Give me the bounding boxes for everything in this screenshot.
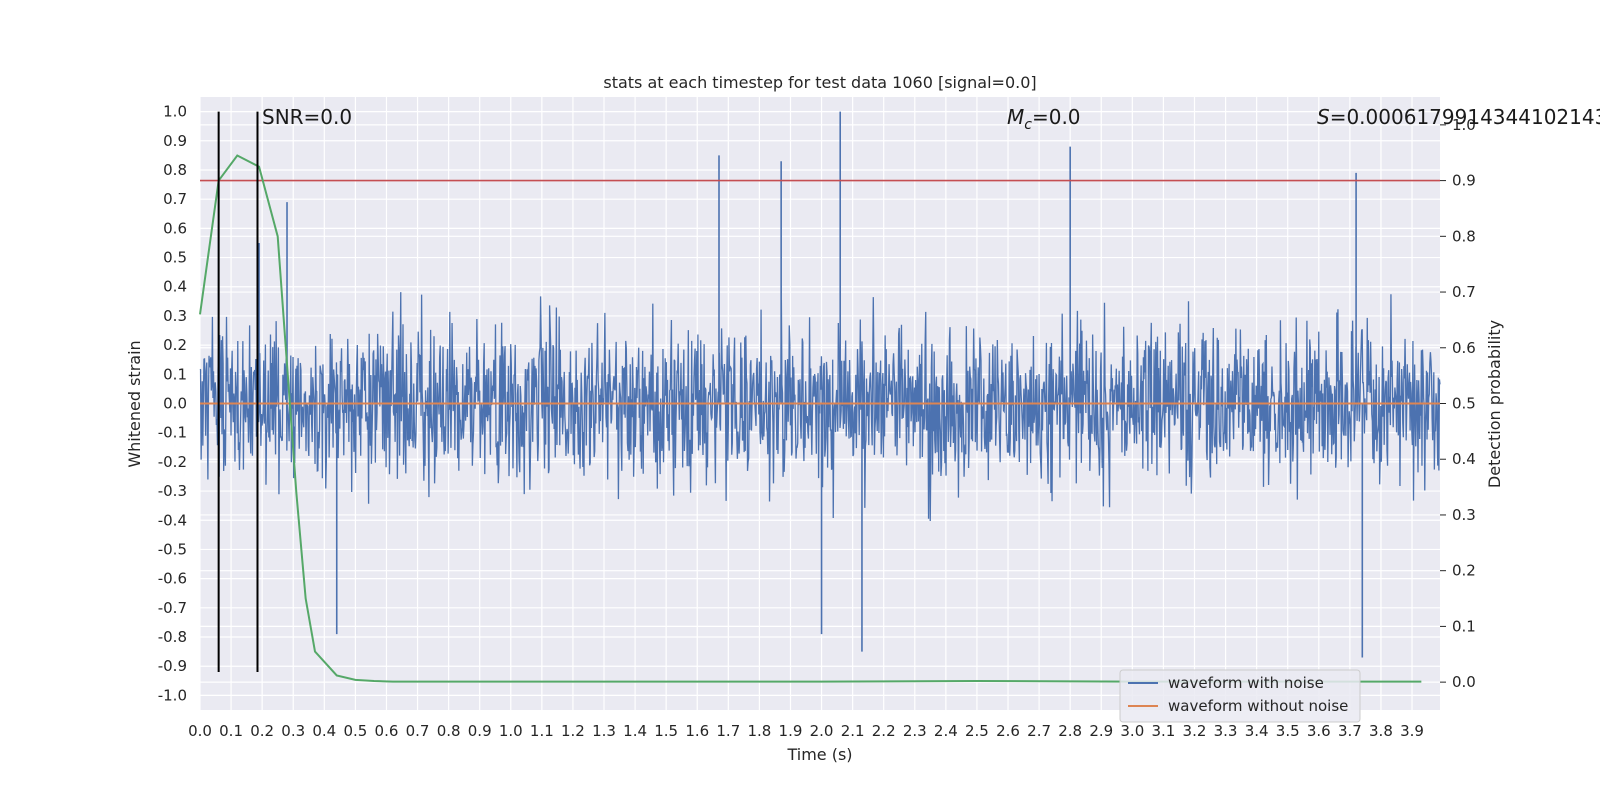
y-tick-label-6: 0.4	[163, 278, 187, 296]
y-tick-label-0: 1.0	[163, 103, 187, 121]
x-tick-label-9: 0.9	[468, 722, 492, 740]
series-detection-probability	[199, 154, 1422, 683]
y-tick-label-17: -0.7	[158, 599, 187, 617]
y-tick-label-16: -0.6	[158, 570, 187, 588]
legend-label-clean: waveform without noise	[1168, 697, 1348, 715]
y2-axis-label: Detection probability	[1485, 320, 1504, 488]
y-tick-label-1: 0.9	[163, 132, 187, 150]
y2-tick-label-4: 0.6	[1452, 339, 1476, 357]
x-tick-label-5: 0.5	[343, 722, 367, 740]
annotation-mc-symbol: M	[1007, 105, 1024, 129]
annotation-snr: SNR=0.0	[262, 105, 352, 129]
x-tick-label-27: 2.7	[1027, 722, 1051, 740]
y2-tick-label-10: 0.0	[1452, 673, 1476, 691]
annotation-mc-sub: c	[1024, 117, 1032, 133]
y-tick-label-11: -0.1	[158, 424, 187, 442]
x-tick-label-8: 0.8	[437, 722, 461, 740]
chart-title: stats at each timestep for test data 106…	[603, 73, 1036, 92]
x-tick-label-2: 0.2	[250, 722, 274, 740]
x-tick-label-20: 2.0	[810, 722, 834, 740]
x-tick-label-38: 3.8	[1369, 722, 1393, 740]
y-tick-label-4: 0.6	[163, 219, 187, 237]
y-tick-label-18: -0.8	[158, 628, 187, 646]
x-tick-label-24: 2.4	[934, 722, 958, 740]
x-tick-label-19: 1.9	[779, 722, 803, 740]
annotation-mc: Mc=0.0	[1007, 105, 1081, 133]
legend: waveform with noise waveform without noi…	[1119, 669, 1361, 723]
x-tick-label-30: 3.0	[1120, 722, 1144, 740]
x-tick-label-33: 3.3	[1214, 722, 1238, 740]
x-tick-label-18: 1.8	[747, 722, 771, 740]
x-tick-label-34: 3.4	[1245, 722, 1269, 740]
x-tick-label-22: 2.2	[872, 722, 896, 740]
x-tick-label-36: 3.6	[1307, 722, 1331, 740]
y-tick-label-20: -1.0	[158, 686, 187, 704]
x-tick-label-39: 3.9	[1400, 722, 1424, 740]
legend-box	[1119, 669, 1361, 723]
x-tick-label-11: 1.1	[530, 722, 554, 740]
x-tick-label-4: 0.4	[312, 722, 336, 740]
noise-trace	[199, 292, 1441, 521]
x-tick-label-28: 2.8	[1058, 722, 1082, 740]
x-tick-label-21: 2.1	[841, 722, 865, 740]
annotation-mc-value: =0.0	[1032, 105, 1081, 129]
x-tick-label-15: 1.5	[654, 722, 678, 740]
annotation-s-symbol: S	[1317, 105, 1330, 129]
y2-tick-label-8: 0.2	[1452, 562, 1476, 580]
y2-tick-label-2: 0.8	[1452, 227, 1476, 245]
y-axis-label: Whitened strain	[125, 340, 144, 467]
y-tick-label-12: -0.2	[158, 453, 187, 471]
y2-tick-label-1: 0.9	[1452, 172, 1476, 190]
y-tick-label-3: 0.7	[163, 190, 187, 208]
y2-tick-label-0: 1.0	[1452, 116, 1476, 134]
y-tick-label-15: -0.5	[158, 540, 187, 558]
y2-tick-label-6: 0.4	[1452, 450, 1476, 468]
x-tick-label-32: 3.2	[1183, 722, 1207, 740]
y-tick-label-8: 0.2	[163, 336, 187, 354]
x-tick-label-17: 1.7	[716, 722, 740, 740]
x-tick-label-14: 1.4	[623, 722, 647, 740]
x-tick-labels: 0.0 0.1 0.2 0.3 0.4 0.5 0.6 0.7 0.8 0.9 1.0 1.1 1.2 1…	[188, 722, 1424, 740]
y-tick-label-10: 0.0	[163, 395, 187, 413]
x-tick-label-37: 3.7	[1338, 722, 1362, 740]
y-tick-label-9: 0.1	[163, 365, 187, 383]
y-tick-label-14: -0.4	[158, 511, 187, 529]
x-tick-label-7: 0.7	[406, 722, 430, 740]
x-tick-label-29: 2.9	[1089, 722, 1113, 740]
x-tick-label-25: 2.5	[965, 722, 989, 740]
x-tick-label-31: 3.1	[1151, 722, 1175, 740]
y-tick-label-13: -0.3	[158, 482, 187, 500]
x-tick-label-13: 1.3	[592, 722, 616, 740]
x-tick-label-12: 1.2	[561, 722, 585, 740]
y-tick-label-19: -0.9	[158, 657, 187, 675]
y-tick-label-7: 0.3	[163, 307, 187, 325]
annotation-s: S=0.0006179914344102143	[1317, 105, 1600, 129]
y-tick-labels: 1.0 0.9 0.8 0.7 0.6 0.5 0.4 0.3 0.2 0.1 0.0 -0.1 -0.…	[158, 103, 187, 705]
legend-label-noise: waveform with noise	[1168, 674, 1324, 692]
x-tick-label-3: 0.3	[281, 722, 305, 740]
x-axis-label: Time (s)	[786, 745, 852, 764]
x-tick-label-10: 1.0	[499, 722, 523, 740]
x-tick-label-35: 3.5	[1276, 722, 1300, 740]
y2-tick-label-9: 0.1	[1452, 617, 1476, 635]
y2-tick-label-3: 0.7	[1452, 283, 1476, 301]
y2-tick-label-5: 0.5	[1452, 395, 1476, 413]
y2-tick-labels: 1.0 0.9 0.8 0.7 0.6 0.5 0.4 0.3 0.2 0.1 0.0	[1440, 116, 1476, 691]
y-tick-label-5: 0.5	[163, 249, 187, 267]
y-tick-label-2: 0.8	[163, 161, 187, 179]
x-tick-label-16: 1.6	[685, 722, 709, 740]
annotation-s-value: =0.0006179914344102143	[1330, 105, 1600, 129]
x-tick-label-6: 0.6	[375, 722, 399, 740]
x-tick-label-0: 0.0	[188, 722, 212, 740]
y2-tick-label-7: 0.3	[1452, 506, 1476, 524]
x-tick-label-26: 2.6	[996, 722, 1020, 740]
x-tick-label-1: 0.1	[219, 722, 243, 740]
vertical-markers	[217, 111, 259, 673]
x-tick-label-23: 2.3	[903, 722, 927, 740]
